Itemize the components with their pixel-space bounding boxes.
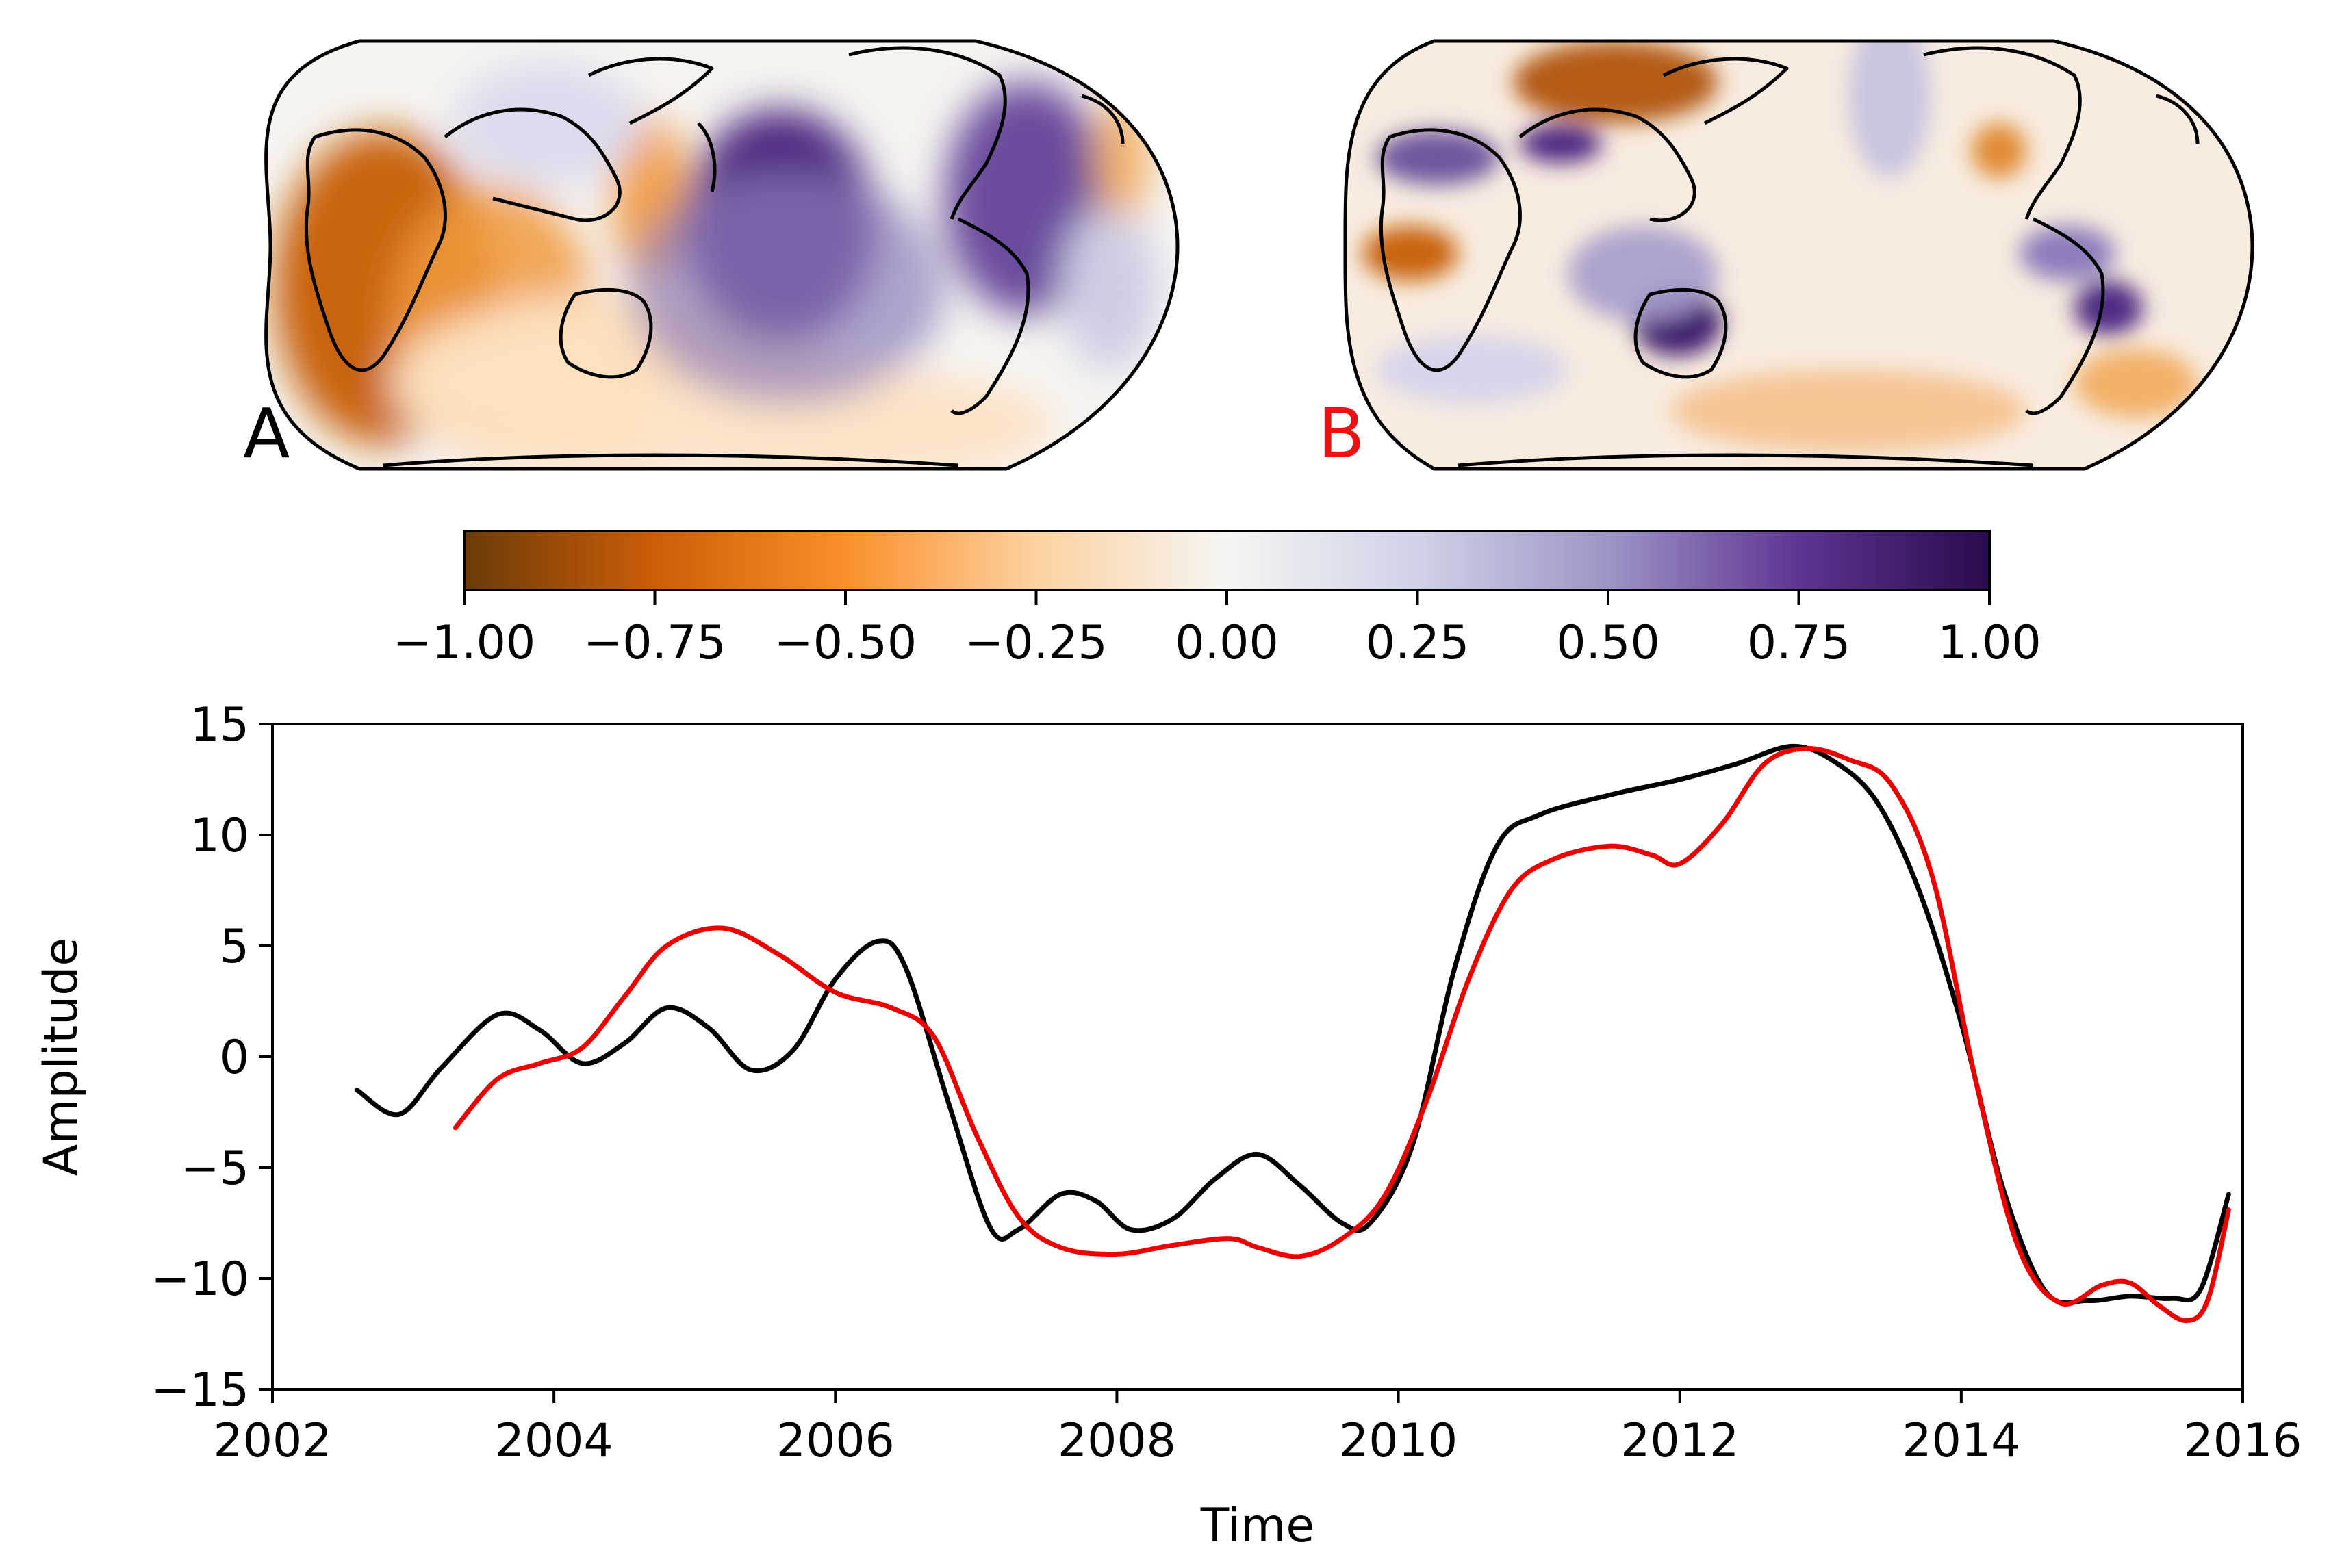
x-tick-label: 2014 bbox=[1902, 1414, 2020, 1468]
x-axis-label: Time bbox=[1200, 1499, 1314, 1553]
line-chart: 2002 2004 2006 2008 2010 2012 2014 2016 15 10 5 0 −… bbox=[34, 698, 2302, 1553]
y-tick-label: −15 bbox=[151, 1363, 249, 1417]
y-tick-label: −5 bbox=[181, 1142, 249, 1196]
x-tick-label: 2004 bbox=[495, 1414, 613, 1468]
map-a-border bbox=[264, 39, 1180, 471]
colorbar: −1.00 −0.75 −0.50 −0.25 0.00 0.25 0.50 0.75 1.00 bbox=[393, 530, 2041, 670]
x-tick-label: 2016 bbox=[2183, 1414, 2302, 1468]
y-tick-label: 15 bbox=[190, 698, 249, 752]
colorbar-tick-label: −0.75 bbox=[583, 616, 726, 670]
colorbar-ticks: −1.00 −0.75 −0.50 −0.25 0.00 0.25 0.50 0.75 1.00 bbox=[393, 590, 2041, 670]
map-a: A bbox=[243, 39, 1180, 474]
map-b-field bbox=[1362, 41, 2198, 452]
x-axis-ticks: 2002 2004 2006 2008 2010 2012 2014 2016 bbox=[213, 1389, 2302, 1468]
map-a-coastlines bbox=[304, 46, 1125, 467]
map-b: B bbox=[1318, 39, 2254, 474]
map-a-field bbox=[274, 62, 1157, 469]
map-a-label: A bbox=[243, 394, 290, 474]
y-axis-ticks: 15 10 5 0 −5 −10 −15 bbox=[151, 698, 272, 1417]
y-axis-label: Amplitude bbox=[34, 938, 88, 1176]
x-tick-label: 2006 bbox=[776, 1414, 895, 1468]
colorbar-box bbox=[463, 530, 1991, 591]
series-line-b bbox=[453, 746, 2231, 1324]
colorbar-tick-label: 1.00 bbox=[1937, 616, 2041, 670]
colorbar-tick-label: −0.50 bbox=[774, 616, 917, 670]
colorbar-tick-label: 0.00 bbox=[1175, 616, 1278, 670]
y-tick-label: 0 bbox=[220, 1031, 249, 1085]
series-line-a bbox=[354, 743, 2231, 1306]
colorbar-tick-label: 0.25 bbox=[1366, 616, 1469, 670]
map-b-border bbox=[1343, 39, 2254, 471]
x-tick-label: 2010 bbox=[1339, 1414, 1458, 1468]
map-b-label: B bbox=[1318, 394, 1365, 474]
x-tick-label: 2008 bbox=[1058, 1414, 1176, 1468]
colorbar-tick-label: −0.25 bbox=[965, 616, 1107, 670]
colorbar-tick-label: −1.00 bbox=[393, 616, 535, 670]
colorbar-tick-label: 0.75 bbox=[1747, 616, 1850, 670]
y-tick-label: 5 bbox=[220, 920, 249, 974]
colorbar-tick-label: 0.50 bbox=[1556, 616, 1659, 670]
x-tick-label: 2012 bbox=[1620, 1414, 1739, 1468]
plot-area bbox=[354, 743, 2231, 1324]
map-b-coastlines bbox=[1379, 46, 2200, 467]
y-tick-label: 10 bbox=[190, 809, 249, 863]
y-tick-label: −10 bbox=[151, 1252, 249, 1307]
x-tick-label: 2002 bbox=[213, 1414, 331, 1468]
